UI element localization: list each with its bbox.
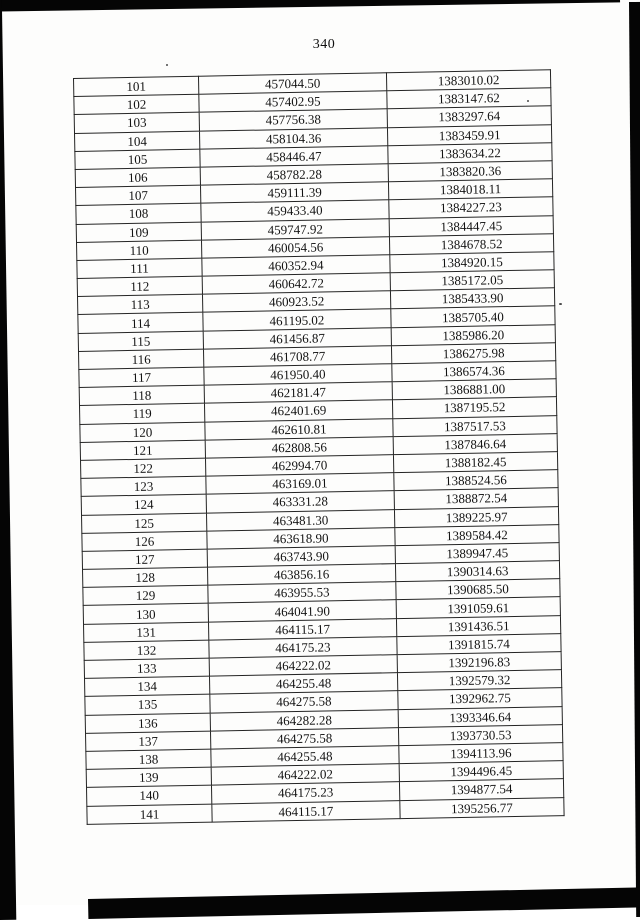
point-number-cell: 122	[80, 458, 206, 479]
point-number-cell: 102	[73, 94, 200, 115]
point-number-cell: 128	[82, 567, 208, 588]
point-number-cell: 103	[74, 112, 200, 134]
point-number-cell: 123	[80, 476, 207, 497]
point-number-cell: 111	[76, 258, 203, 279]
point-number-cell: 117	[78, 367, 205, 388]
point-number-cell: 120	[79, 421, 206, 443]
point-number-cell: 140	[86, 785, 212, 806]
point-number-cell: 129	[82, 585, 209, 606]
point-number-cell: 138	[85, 749, 212, 770]
point-number-cell: 130	[83, 603, 209, 625]
point-number-cell: 119	[79, 403, 205, 424]
point-number-cell: 118	[79, 385, 205, 406]
scan-artifact-left	[0, 0, 17, 920]
point-number-cell: 109	[76, 221, 202, 243]
point-number-cell: 112	[77, 276, 203, 297]
point-number-cell: 107	[75, 185, 201, 206]
point-number-cell: 135	[84, 694, 211, 715]
coordinate-x-cell: 464115.17	[211, 800, 401, 822]
point-number-cell: 101	[73, 76, 199, 97]
scan-artifact-top	[0, 0, 621, 12]
point-number-cell: 105	[74, 148, 201, 170]
point-number-cell: 139	[86, 767, 212, 788]
point-number-cell: 136	[85, 712, 211, 734]
point-number-cell: 125	[81, 512, 207, 534]
point-number-cell: 133	[84, 658, 210, 679]
point-number-cell: 126	[81, 530, 208, 552]
point-number-cell: 106	[75, 167, 201, 188]
scan-artifact-bottom	[88, 886, 640, 919]
point-number-cell: 121	[80, 439, 206, 461]
point-number-cell: 114	[77, 312, 204, 334]
point-number-cell: 116	[78, 348, 204, 370]
point-number-cell: 104	[74, 130, 200, 152]
point-number-cell: 110	[76, 239, 202, 261]
point-number-cell: 131	[83, 621, 209, 643]
point-number-cell: 134	[84, 676, 210, 697]
scan-artifact-right	[629, 1, 640, 917]
point-number-cell: 124	[81, 494, 207, 515]
page-number: 340	[312, 37, 336, 52]
point-number-cell: 132	[83, 639, 210, 661]
coordinate-table: 101 457044.50 1383010.02 102 457402.95 138314…	[73, 69, 565, 825]
point-number-cell: 108	[75, 203, 202, 224]
scan-speck	[527, 100, 529, 102]
point-number-cell: 137	[85, 730, 211, 752]
coordinate-table-body: 101 457044.50 1383010.02 102 457402.95 138314…	[73, 69, 565, 825]
point-number-cell: 115	[78, 330, 204, 352]
scan-speck	[166, 64, 168, 66]
coordinate-table-grid: 101 457044.50 1383010.02 102 457402.95 138314…	[73, 69, 565, 825]
point-number-cell: 141	[86, 803, 213, 825]
point-number-cell: 113	[77, 294, 203, 315]
point-number-cell: 127	[82, 548, 208, 570]
scan-speck	[559, 303, 562, 305]
coordinate-y-cell: 1395256.77	[399, 797, 565, 819]
